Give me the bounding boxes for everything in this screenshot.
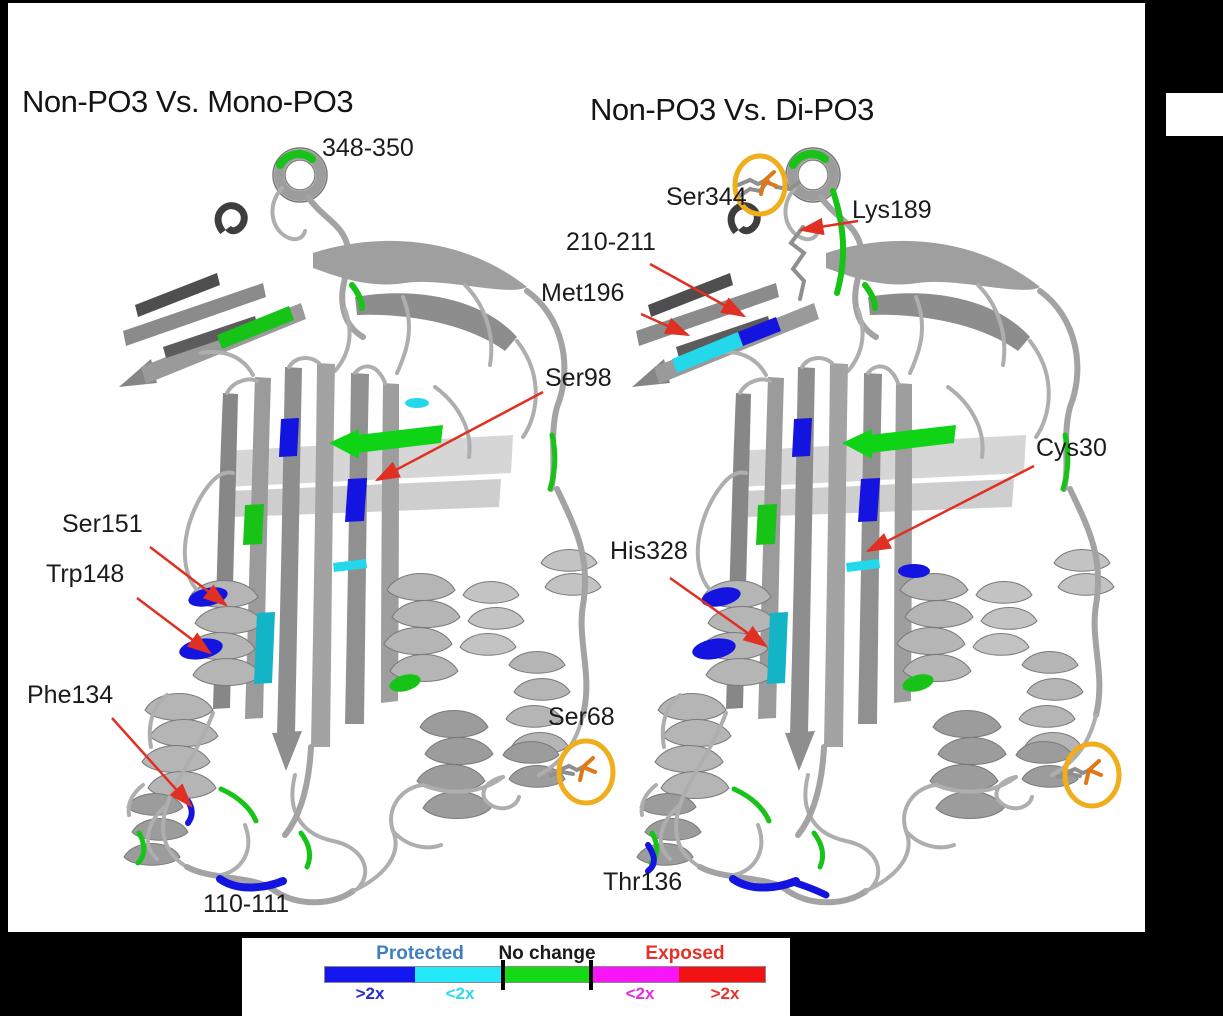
legend-sub-lt2x-cyan: <2x (445, 984, 475, 1003)
legend-tick-left (501, 960, 505, 990)
legend-color-bar (324, 966, 766, 983)
lys189-sidechain (788, 225, 807, 301)
legend-box: Protected No change Exposed >2x <2x <2x … (242, 938, 790, 1016)
residue-label-110-111: 110-111 (203, 890, 290, 918)
legend-exposed-label: Exposed (645, 943, 725, 964)
residue-label-met196: Met196 (541, 279, 625, 307)
legend-sub-lt2x-magenta: <2x (625, 984, 655, 1003)
residue-label-348-350: 348-350 (322, 134, 414, 162)
corner-notch (1166, 93, 1223, 136)
legend-bar-blue (325, 967, 415, 982)
residue-label-thr136: Thr136 (603, 868, 683, 896)
phospho-site-right-bottom (1056, 741, 1122, 809)
legend-bar-green (503, 967, 591, 982)
residue-label-trp148: Trp148 (46, 560, 125, 588)
legend-bar-magenta (591, 967, 679, 982)
residue-label-ser68: Ser68 (548, 703, 615, 731)
hdx-highlights-right (645, 188, 930, 899)
phospho-site-ser68 (549, 738, 616, 806)
residue-label-phe134: Phe134 (27, 681, 114, 709)
phospho-site-ser344 (732, 153, 800, 217)
residue-label-ser98: Ser98 (545, 364, 612, 392)
protein-ribbon-right (618, 135, 1122, 935)
legend-bar-cyan (415, 967, 503, 982)
phospho-circle-ser68 (556, 738, 616, 806)
residue-label-cys30: Cys30 (1036, 434, 1107, 462)
legend-sub-gt2x-blue: >2x (355, 984, 385, 1003)
panel-title-right: Non-PO3 Vs. Di-PO3 (590, 92, 874, 127)
residue-label-ser344: Ser344 (666, 183, 747, 211)
residue-label-lys189: Lys189 (852, 196, 932, 224)
legend-tick-right (589, 960, 593, 990)
panel-title-left: Non-PO3 Vs. Mono-PO3 (22, 84, 354, 119)
protein-ribbon-left (105, 135, 616, 935)
residue-label-ser151: Ser151 (62, 510, 143, 538)
phospho-circle-ser344 (732, 153, 788, 217)
legend-sub-gt2x-red: >2x (710, 984, 740, 1003)
residue-label-his328: His328 (610, 537, 688, 565)
phospho-circle-right-bottom (1062, 741, 1122, 809)
residue-label-210-211: 210-211 (566, 228, 656, 256)
legend-no-change-label: No change (498, 943, 596, 964)
legend-bar-red (679, 967, 765, 982)
legend-protected-label: Protected (376, 943, 464, 964)
